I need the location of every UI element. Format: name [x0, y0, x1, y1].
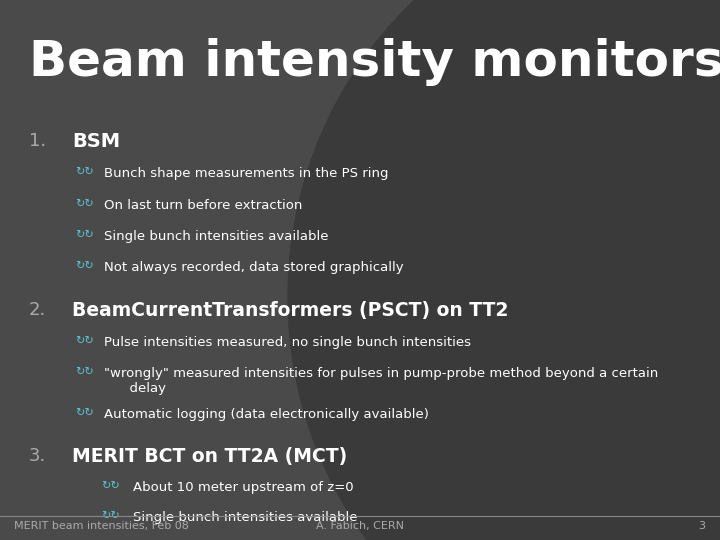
Text: ↻↻: ↻↻: [76, 167, 94, 178]
Text: ↻↻: ↻↻: [76, 408, 94, 418]
Text: Beam intensity monitors: Beam intensity monitors: [29, 38, 720, 86]
Text: 3.: 3.: [29, 447, 46, 465]
Text: BSM: BSM: [72, 132, 120, 151]
Polygon shape: [288, 0, 720, 540]
Text: ↻↻: ↻↻: [76, 261, 94, 272]
Text: 3: 3: [698, 521, 706, 531]
Text: "wrongly" measured intensities for pulses in pump-probe method beyond a certain
: "wrongly" measured intensities for pulse…: [104, 367, 659, 395]
Text: ↻↻: ↻↻: [76, 367, 94, 377]
Text: About 10 meter upstream of z=0: About 10 meter upstream of z=0: [133, 481, 354, 494]
Text: 1.: 1.: [29, 132, 46, 150]
Text: Single bunch intensities available: Single bunch intensities available: [104, 230, 329, 243]
Text: ↻↻: ↻↻: [76, 230, 94, 240]
Text: Automatic logging (data electronically available): Automatic logging (data electronically a…: [104, 408, 429, 421]
Text: MERIT beam intensities, Feb 08: MERIT beam intensities, Feb 08: [14, 521, 189, 531]
Text: A. Fabich, CERN: A. Fabich, CERN: [316, 521, 404, 531]
Text: Bunch shape measurements in the PS ring: Bunch shape measurements in the PS ring: [104, 167, 389, 180]
Text: ↻↻: ↻↻: [101, 511, 120, 521]
Text: BeamCurrentTransformers (PSCT) on TT2: BeamCurrentTransformers (PSCT) on TT2: [72, 301, 508, 320]
Text: 2.: 2.: [29, 301, 46, 319]
Text: ↻↻: ↻↻: [101, 481, 120, 491]
Text: Pulse intensities measured, no single bunch intensities: Pulse intensities measured, no single bu…: [104, 336, 472, 349]
Text: ↻↻: ↻↻: [76, 199, 94, 209]
Text: MERIT BCT on TT2A (MCT): MERIT BCT on TT2A (MCT): [72, 447, 347, 466]
Text: ↻↻: ↻↻: [76, 336, 94, 346]
Text: Not always recorded, data stored graphically: Not always recorded, data stored graphic…: [104, 261, 404, 274]
Text: On last turn before extraction: On last turn before extraction: [104, 199, 303, 212]
Text: Single bunch intensities available: Single bunch intensities available: [133, 511, 358, 524]
